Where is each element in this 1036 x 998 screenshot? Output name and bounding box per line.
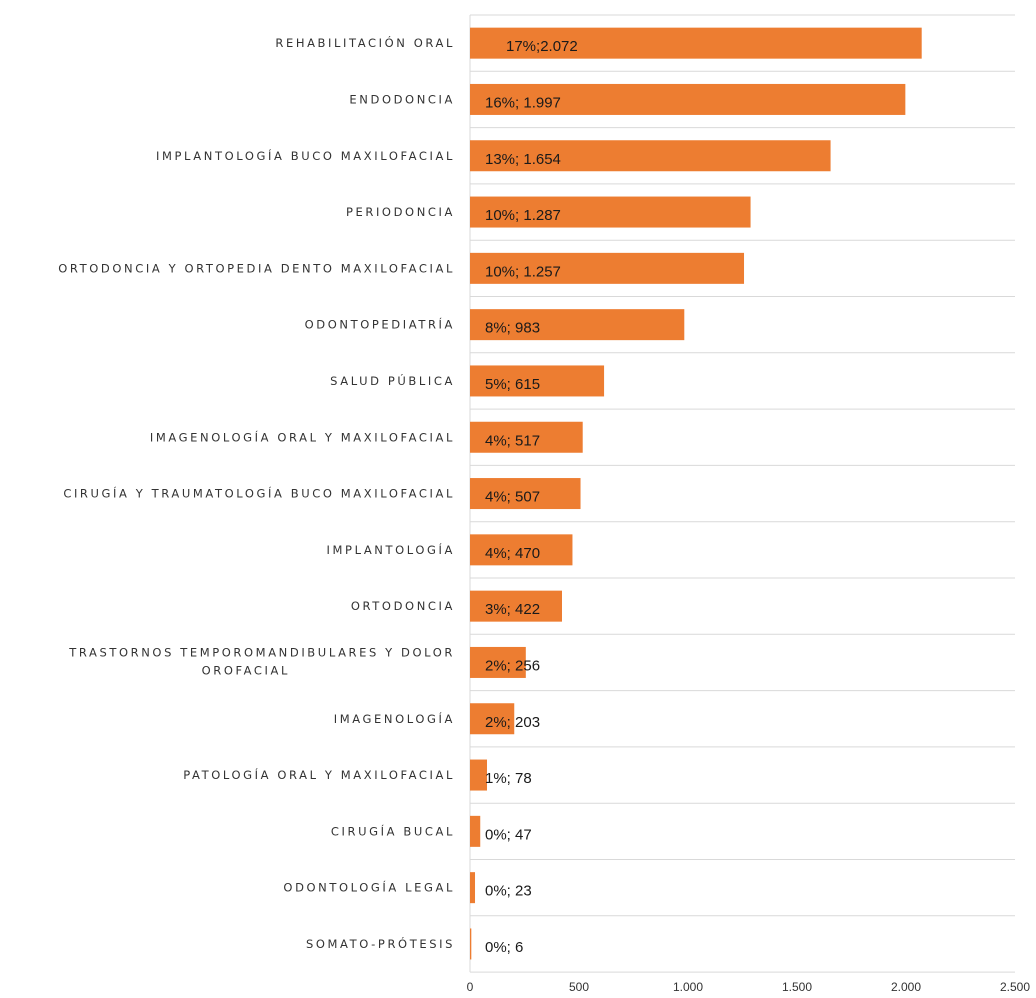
bar — [470, 928, 472, 960]
grid-lines — [469, 14, 1015, 973]
bar — [470, 872, 476, 904]
data-label: 4%; 507 — [485, 489, 540, 506]
bar — [470, 590, 562, 622]
data-label: 8%; 983 — [485, 320, 540, 337]
data-label: 4%; 470 — [485, 545, 540, 562]
category-label: CIRUGÍA BUCAL — [331, 823, 455, 838]
data-label: 16%; 1.997 — [485, 94, 561, 111]
data-label: 2%; 203 — [485, 714, 540, 731]
category-label: ORTODONCIA Y ORTOPEDIA DENTO MAXILOFACIA… — [58, 261, 455, 275]
x-tick-label: 500 — [569, 980, 589, 994]
x-tick-label: 2.000 — [891, 980, 921, 994]
category-label: PATOLOGÍA ORAL Y MAXILOFACIAL — [183, 767, 455, 782]
data-label: 10%; 1.287 — [485, 207, 561, 224]
bar — [470, 27, 922, 59]
bar — [470, 534, 573, 566]
x-tick-label: 2.500 — [1000, 980, 1030, 994]
category-label: SOMATO-PRÓTESIS — [306, 936, 455, 951]
bar — [470, 140, 831, 172]
data-label: 1%; 78 — [485, 770, 532, 787]
bar — [470, 196, 751, 228]
category-label: PERIODONCIA — [346, 205, 455, 219]
bars — [470, 27, 922, 960]
bar — [470, 478, 581, 510]
data-label: 10%; 1.257 — [485, 263, 561, 280]
category-label: ODONTOPEDIATRÍA — [305, 317, 455, 332]
category-label: ORTODONCIA — [351, 599, 455, 613]
category-labels: REHABILITACIÓN ORAL ENDODONCIA IMPLANTOLOG… — [58, 35, 455, 951]
category-label: IMAGENOLOGÍA ORAL Y MAXILOFACIAL — [150, 429, 455, 444]
category-label: REHABILITACIÓN ORAL — [275, 35, 455, 50]
data-label: 0%; 23 — [485, 883, 532, 900]
bar — [470, 365, 605, 397]
x-tick-label: 1.500 — [782, 980, 812, 994]
category-label: SALUD PÚBLICA — [330, 373, 455, 388]
data-label: 13%; 1.654 — [485, 151, 561, 168]
bar — [470, 815, 481, 847]
x-tick-label: 0 — [467, 980, 474, 994]
data-label: 5%; 615 — [485, 376, 540, 393]
data-label: 17%;2.072 — [506, 38, 578, 55]
x-tick-label: 1.000 — [673, 980, 703, 994]
bar — [470, 703, 515, 735]
data-label: 4%; 517 — [485, 432, 540, 449]
category-label: IMPLANTOLOGÍA BUCO MAXILOFACIAL — [156, 148, 455, 163]
bar — [470, 309, 685, 341]
data-labels: 17%;2.072 16%; 1.997 13%; 1.654 10%; 1.287 1… — [485, 38, 578, 956]
category-label: CIRUGÍA Y TRAUMATOLOGÍA BUCO MAXILOFACIA… — [63, 486, 455, 501]
bar — [470, 646, 526, 678]
bar — [470, 421, 583, 453]
data-label: 0%; 47 — [485, 826, 532, 843]
category-label: ODONTOLOGÍA LEGAL — [283, 880, 455, 895]
category-label: IMPLANTOLOGÍA — [327, 542, 455, 557]
category-label: IMAGENOLOGÍA — [334, 711, 455, 726]
category-label: TRASTORNOS TEMPOROMANDIBULARES Y DOLOR OR… — [68, 645, 455, 677]
bar — [470, 83, 906, 115]
data-label: 0%; 6 — [485, 939, 523, 956]
bar — [470, 252, 745, 284]
x-axis-ticks: 0 500 1.000 1.500 2.000 2.500 — [467, 980, 1031, 994]
category-label: ENDODONCIA — [349, 92, 455, 106]
data-label: 3%; 422 — [485, 601, 540, 618]
data-label: 2%; 256 — [485, 657, 540, 674]
bar — [470, 759, 488, 791]
